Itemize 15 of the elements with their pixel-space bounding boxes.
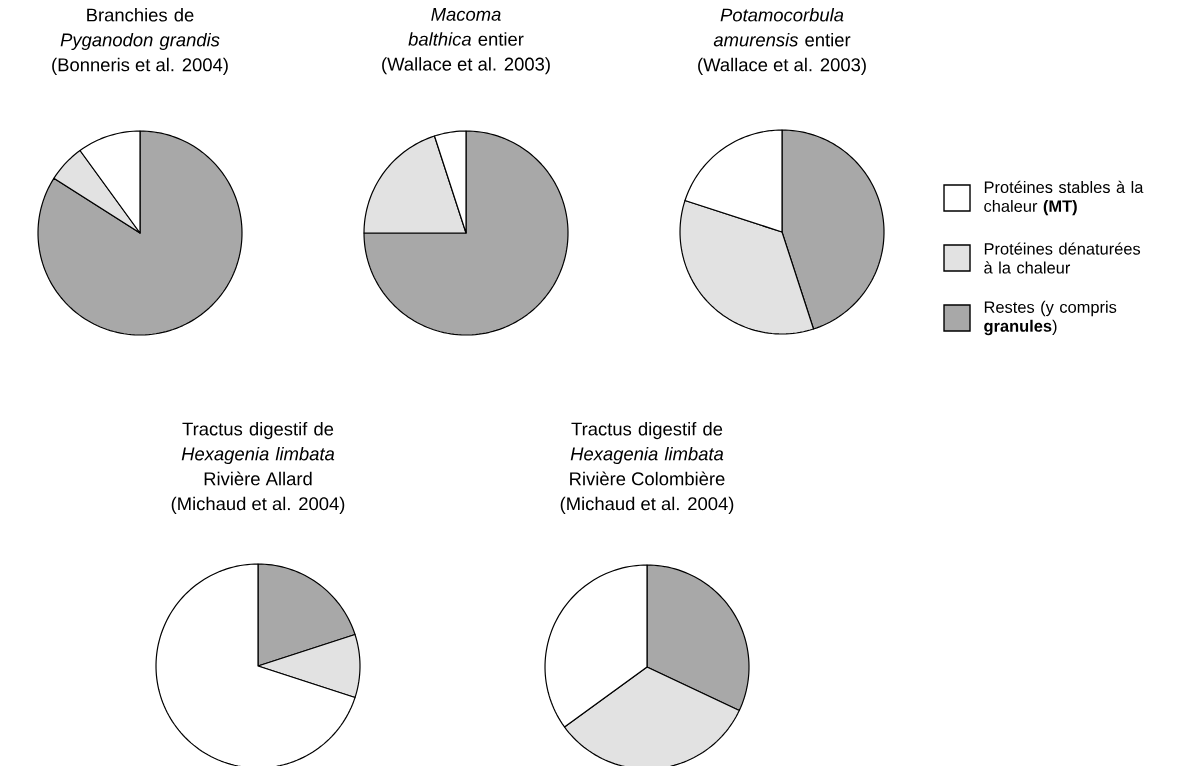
chart-subtitle: (Bonneris et al. 2004) [52,57,228,75]
chart-subtitle: Rivière Allard [204,471,312,486]
chart-title: Tractus digestif de Hexagenia limbata [181,422,335,465]
chart-title: Potamocorbula amurensis entier [713,8,851,47]
legend-label: Protéines dénaturées à la chaleur [984,242,1141,274]
text: (Michaud et al. 2004) [171,496,345,514]
chart-title: Branchies de Pyganodon grandis [60,8,220,51]
chart-subtitle: (Wallace et al. 2003) [698,57,866,75]
chart-subtitle: Rivière Colombière [570,471,725,486]
text: (Michaud et al. 2004) [560,496,734,514]
chart-title: Tractus digestif de Hexagenia limbata [570,422,724,465]
legend-label: Protéines stables à la chaleur (MT) [984,180,1144,216]
chart-title: Macoma balthica entier [408,7,524,46]
chart-subtitle: (Wallace et al. 2003) [382,57,550,75]
legend-label: Restes (y compris granules) [984,300,1117,336]
